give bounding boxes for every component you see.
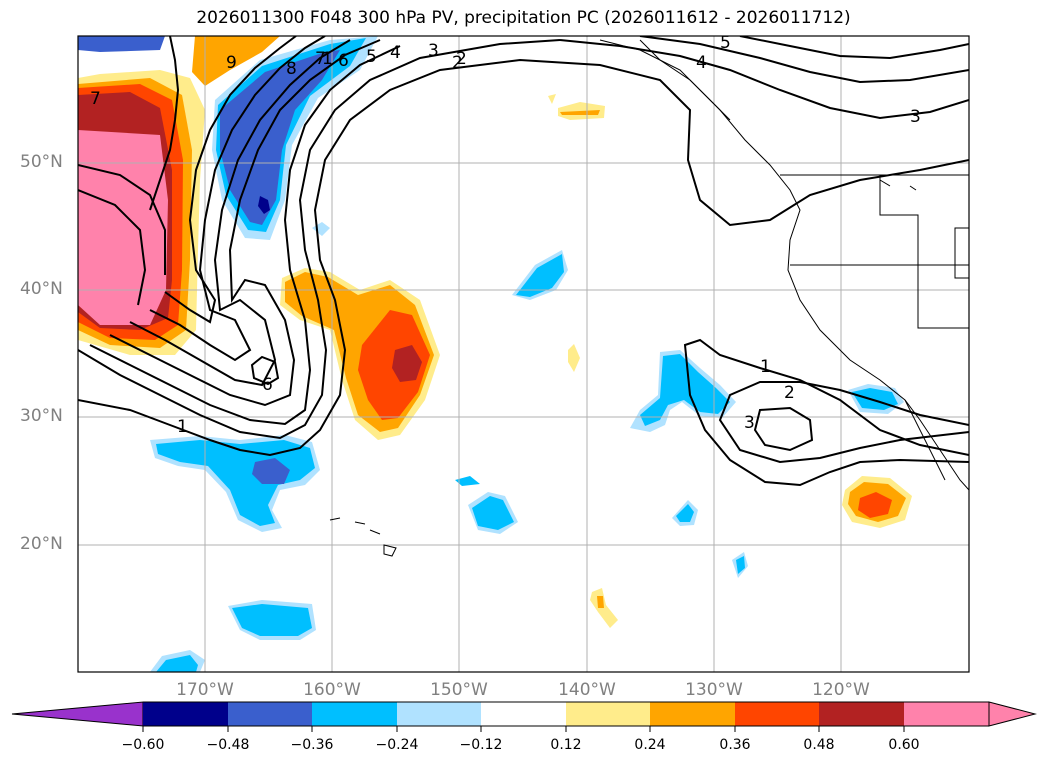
svg-text:7: 7	[90, 89, 101, 109]
lon-label-150w: 150°W	[430, 680, 488, 700]
colorbar	[11, 701, 1037, 732]
lon-label-140w: 140°W	[558, 680, 616, 700]
svg-text:5: 5	[720, 33, 731, 53]
colorbar-tick-label: −0.60	[121, 737, 165, 753]
lon-label-170w: 170°W	[176, 680, 234, 700]
svg-text:5: 5	[366, 47, 377, 67]
graticule	[78, 36, 969, 672]
svg-text:7: 7	[315, 49, 326, 69]
svg-text:9: 9	[226, 53, 237, 73]
colorbar-tick-label: 0.48	[803, 737, 835, 753]
colorbar-tick-label: 0.24	[634, 737, 666, 753]
precip-shading	[78, 36, 912, 672]
svg-text:3: 3	[910, 107, 921, 127]
svg-text:6: 6	[338, 51, 349, 71]
colorbar-tick-label: −0.48	[206, 737, 250, 753]
lat-label-20n: 20°N	[20, 534, 63, 554]
lon-label-120w: 120°W	[812, 680, 870, 700]
colorbar-tick-label: 0.60	[888, 737, 920, 753]
svg-text:3: 3	[428, 41, 439, 61]
svg-text:1: 1	[760, 357, 771, 377]
svg-text:4: 4	[390, 43, 401, 63]
svg-text:1: 1	[322, 49, 333, 69]
colorbar-tick-label: 0.12	[550, 737, 582, 753]
contour-labels: 9 8 7 6 5 4 3 2 1 6 1 2 3 1 2 3 4 5 7	[90, 33, 921, 437]
pv-contours	[78, 36, 969, 487]
colorbar-tick-label: −0.12	[459, 737, 503, 753]
svg-text:8: 8	[286, 59, 297, 79]
lat-label-40n: 40°N	[20, 279, 63, 299]
svg-text:6: 6	[262, 375, 273, 395]
coastlines	[329, 39, 969, 557]
colorbar-tick-label: −0.24	[375, 737, 419, 753]
map-title: 2026011300 F048 300 hPa PV, precipitatio…	[196, 8, 851, 28]
svg-text:2: 2	[784, 383, 795, 403]
map-frame	[77, 35, 970, 673]
svg-text:2: 2	[452, 53, 463, 73]
colorbar-tick-label: 0.36	[719, 737, 751, 753]
svg-text:1: 1	[177, 417, 188, 437]
lon-label-160w: 160°W	[303, 680, 361, 700]
lat-label-30n: 30°N	[20, 406, 63, 426]
svg-text:4: 4	[696, 53, 707, 73]
map-background	[78, 36, 969, 672]
svg-text:2: 2	[456, 49, 467, 69]
lat-label-50n: 50°N	[20, 152, 63, 172]
colorbar-tick-label: −0.36	[290, 737, 334, 753]
lon-label-130w: 130°W	[685, 680, 743, 700]
svg-text:3: 3	[744, 413, 755, 433]
